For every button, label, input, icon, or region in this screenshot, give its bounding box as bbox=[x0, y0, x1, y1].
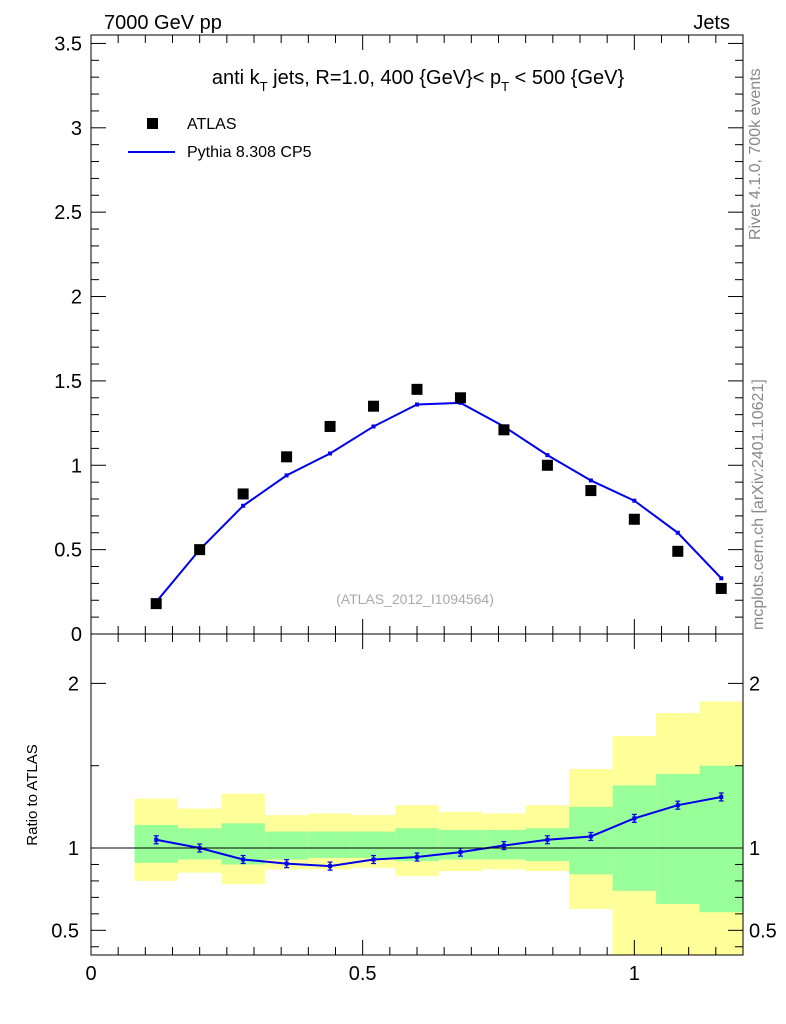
mc-point bbox=[415, 402, 419, 407]
mc-point bbox=[284, 473, 289, 478]
ratio-bands bbox=[134, 701, 743, 955]
ratio-ytick-label-left: 0.5 bbox=[51, 920, 79, 942]
data-point bbox=[411, 383, 423, 395]
data-point bbox=[715, 582, 727, 594]
axes-layer: 0 0.5 1 1.5 2 2.5 3 3.5 0 0.5 1 0.5 0.5 1 1 2 2 bbox=[51, 33, 777, 985]
mc-point bbox=[719, 576, 724, 581]
legend: ATLAS Pythia 8.308 CP5 bbox=[128, 116, 312, 161]
ratio-ytick-label-right: 0.5 bbox=[749, 920, 777, 942]
data-point bbox=[324, 420, 336, 432]
title-post: < 500 {GeV} bbox=[509, 67, 624, 89]
legend-pythia-label: Pythia 8.308 CP5 bbox=[187, 144, 312, 161]
ratio-ytick-label-left: 2 bbox=[68, 673, 79, 695]
main-ytick-label: 0.5 bbox=[54, 540, 82, 562]
main-ytick-label: 2.5 bbox=[54, 202, 82, 224]
ratio-curve-layer bbox=[153, 792, 724, 871]
mc-point bbox=[588, 478, 593, 483]
data-point bbox=[585, 485, 597, 497]
main-ytick-label: 1.5 bbox=[54, 371, 82, 393]
main-ytick-label: 0 bbox=[71, 624, 82, 646]
data-point bbox=[628, 513, 640, 525]
ratio-band-inner bbox=[699, 765, 743, 913]
data-point bbox=[368, 400, 380, 412]
ratio-ytick-label-right: 1 bbox=[749, 838, 760, 860]
data-point bbox=[498, 424, 510, 436]
rivet-version-label: Rivet 4.1.0, 700k events bbox=[747, 68, 764, 240]
title-pre: anti k bbox=[212, 67, 261, 89]
main-ytick-label: 1 bbox=[71, 455, 82, 477]
mc-point bbox=[241, 503, 246, 508]
ratio-band-inner bbox=[656, 773, 700, 904]
main-data-points-layer bbox=[150, 383, 727, 610]
main-mc-curve-layer bbox=[154, 400, 724, 604]
ratio-band-inner bbox=[264, 831, 309, 860]
main-ytick-label: 3 bbox=[71, 118, 82, 140]
data-point bbox=[194, 544, 206, 556]
data-point bbox=[672, 545, 684, 557]
ratio-curve-line bbox=[156, 795, 722, 868]
plot-title: anti kT jets, R=1.0, 400 {GeV}< pT < 500… bbox=[212, 67, 625, 94]
legend-atlas-label: ATLAS bbox=[187, 116, 237, 133]
title-sub1: T bbox=[260, 79, 268, 94]
header-right-label: Jets bbox=[693, 12, 730, 34]
main-ytick-label: 2 bbox=[71, 287, 82, 309]
mc-point bbox=[545, 453, 550, 458]
ratio-xtick-label: 0 bbox=[85, 963, 96, 985]
ratio-band-inner bbox=[308, 831, 352, 858]
ratio-band-inner bbox=[525, 828, 570, 862]
header-left-label: 7000 GeV pp bbox=[104, 12, 222, 34]
title-sub2: T bbox=[501, 79, 509, 94]
mc-point bbox=[371, 424, 376, 429]
source-label: mcplots.cern.ch [arXiv:2401.10621] bbox=[750, 379, 767, 630]
mc-point bbox=[632, 498, 637, 503]
data-point bbox=[454, 392, 466, 404]
mc-point bbox=[328, 451, 333, 456]
ratio-ylabel: Ratio to ATLAS bbox=[24, 744, 41, 845]
data-point bbox=[237, 488, 249, 500]
mc-curve-line bbox=[155, 401, 722, 603]
main-ytick-label: 3.5 bbox=[54, 33, 82, 55]
ratio-xtick-label: 1 bbox=[629, 963, 640, 985]
ratio-ytick-label-right: 2 bbox=[749, 673, 760, 695]
data-point bbox=[150, 598, 162, 610]
title-mid: jets, R=1.0, 400 {GeV}< p bbox=[268, 67, 502, 89]
legend-atlas-marker bbox=[147, 118, 158, 129]
ratio-band-inner bbox=[612, 785, 657, 891]
analysis-watermark: (ATLAS_2012_I1094564) bbox=[336, 591, 494, 607]
ratio-band-inner bbox=[351, 831, 396, 858]
ratio-xtick-label: 0.5 bbox=[349, 963, 377, 985]
ratio-ytick-label-left: 1 bbox=[68, 838, 79, 860]
mc-point bbox=[675, 530, 680, 535]
data-point bbox=[281, 451, 293, 463]
data-point bbox=[541, 459, 553, 471]
